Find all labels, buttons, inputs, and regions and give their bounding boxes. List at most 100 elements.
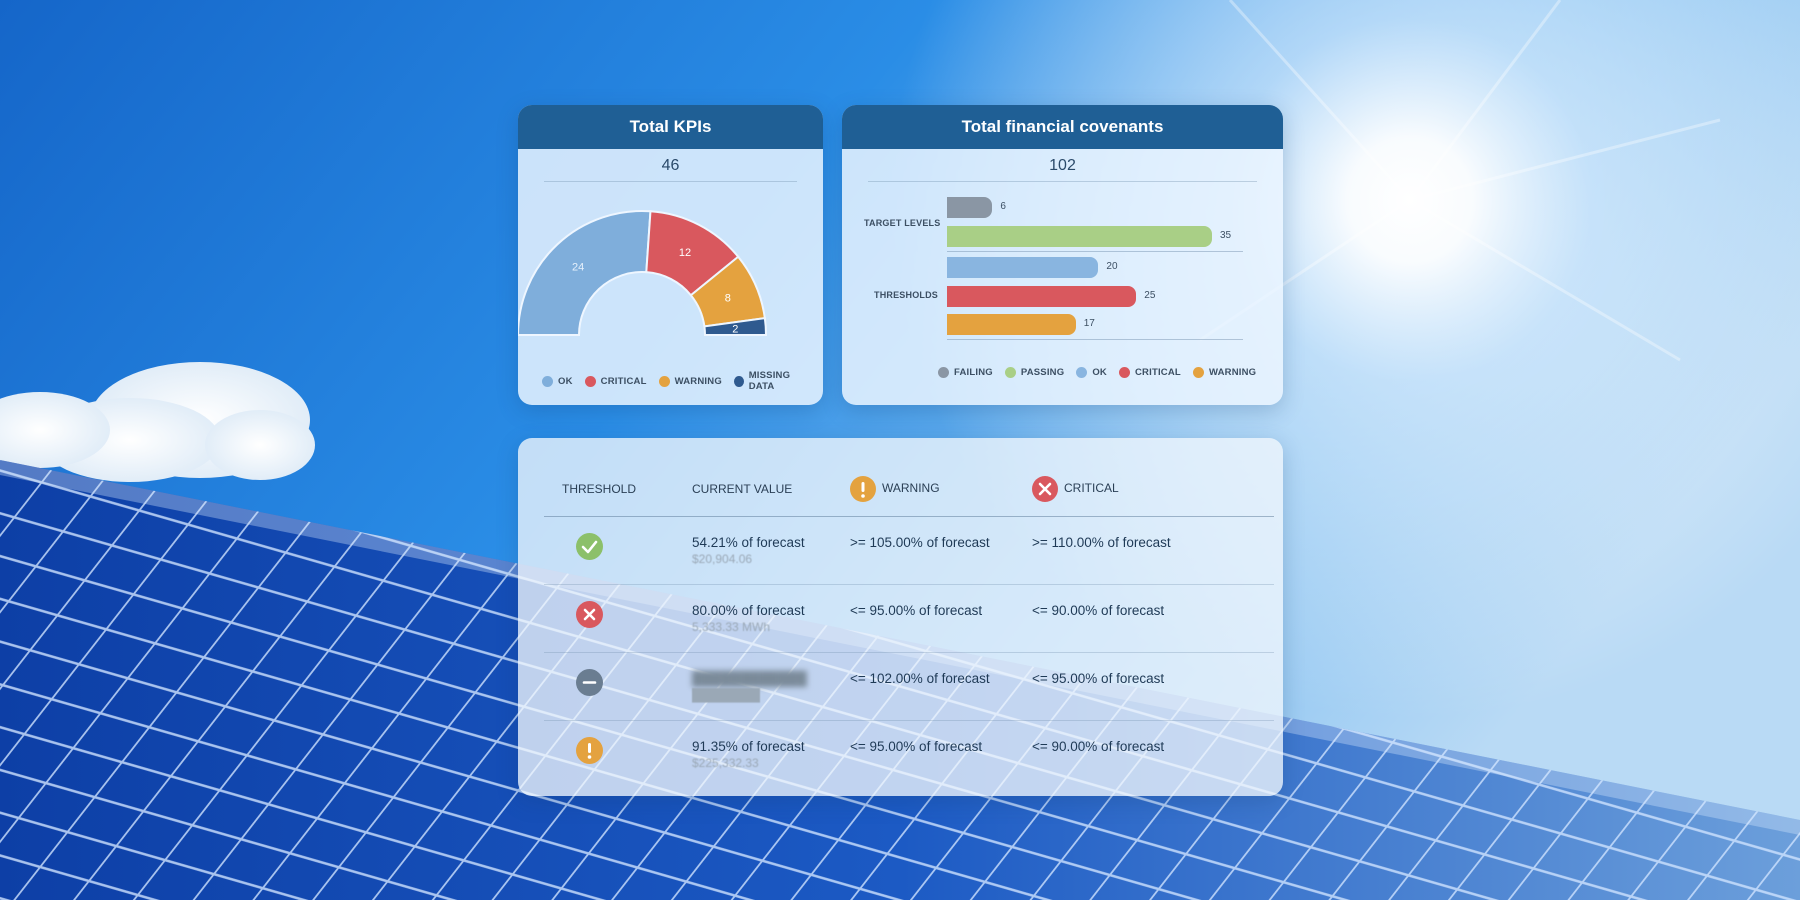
current-value-cell: 80.00% of forecast 5,333.33 MWh bbox=[674, 584, 832, 653]
critical-cell: <= 90.00% of forecast bbox=[1014, 584, 1274, 653]
current-value-primary: 91.35% of forecast bbox=[692, 739, 805, 754]
bar-thresholds-warning[interactable] bbox=[947, 314, 1076, 335]
legend-item-ok: OK bbox=[1076, 367, 1107, 378]
legend-label: CRITICAL bbox=[600, 375, 647, 387]
current-value-secondary: $20,904.06 bbox=[692, 552, 753, 566]
legend-swatch bbox=[1192, 367, 1204, 378]
warning-threshold: <= 102.00% of forecast bbox=[850, 671, 990, 686]
critical-x-icon bbox=[1032, 476, 1058, 502]
table-row[interactable]: 80.00% of forecast 5,333.33 MWh <= 95.00%… bbox=[544, 584, 1274, 653]
critical-cell: <= 90.00% of forecast bbox=[1014, 721, 1274, 789]
minus-icon bbox=[576, 669, 603, 696]
legend-swatch bbox=[1119, 367, 1130, 378]
legend-item-warning: WARNING bbox=[658, 375, 722, 387]
bar-value-label: 25 bbox=[1144, 290, 1156, 301]
critical-threshold: <= 95.00% of forecast bbox=[1032, 671, 1165, 686]
kpi-total: 46 bbox=[661, 157, 680, 174]
status-cell bbox=[544, 652, 674, 721]
current-value-redacted: ████████████ bbox=[692, 671, 807, 686]
kpi-legend: OK CRITICAL WARNING MISSING DATA bbox=[542, 370, 823, 392]
covenants-legend: FAILING PASSING OK CRITICAL WARNING bbox=[938, 367, 1268, 378]
legend-label: WARNING bbox=[1208, 367, 1257, 378]
status-cell bbox=[544, 516, 674, 585]
gauge-slice-ok[interactable] bbox=[518, 210, 652, 336]
kpi-card-title: Total KPIs bbox=[518, 105, 823, 149]
current-value-cell: 54.21% of forecast $20,904.06 bbox=[674, 516, 832, 585]
bar-thresholds-ok[interactable] bbox=[947, 257, 1099, 278]
legend-item-passing: PASSING bbox=[1004, 367, 1064, 378]
current-value-secondary: $225,332.33 bbox=[692, 756, 759, 770]
current-value-redacted-secondary: ████████ bbox=[692, 688, 761, 702]
critical-threshold: >= 110.00% of forecast bbox=[1032, 535, 1171, 550]
table-row[interactable]: 54.21% of forecast $20,904.06 >= 105.00% … bbox=[544, 516, 1274, 585]
covenants-total-divider bbox=[868, 181, 1257, 182]
gauge-value-label: 24 bbox=[572, 262, 584, 274]
legend-swatch bbox=[733, 375, 744, 387]
covenants-card: Total financial covenants 102 TARGET LEV… bbox=[842, 105, 1283, 405]
group-label-thresholds: THRESHOLDS bbox=[874, 290, 939, 300]
legend-label: OK bbox=[558, 375, 573, 387]
warning-threshold: >= 105.00% of forecast bbox=[850, 535, 990, 550]
legend-item-critical: CRITICAL bbox=[584, 375, 647, 387]
current-value-primary: 54.21% of forecast bbox=[692, 535, 805, 550]
group-label-target-levels: TARGET LEVELS bbox=[864, 218, 941, 228]
legend-label: WARNING bbox=[674, 375, 722, 387]
legend-swatch bbox=[1076, 367, 1088, 378]
legend-label: MISSING DATA bbox=[748, 370, 791, 392]
legend-swatch bbox=[1004, 367, 1016, 378]
legend-label: FAILING bbox=[954, 367, 993, 378]
bar-target-levels-passing[interactable] bbox=[947, 226, 1212, 247]
warning-cell: <= 102.00% of forecast bbox=[832, 652, 1014, 721]
bar-value-label: 6 bbox=[1000, 201, 1006, 212]
check-icon bbox=[576, 533, 603, 560]
gauge-value-label: 2 bbox=[732, 324, 738, 336]
header-warning: WARNING bbox=[832, 462, 1014, 517]
bar-thresholds-critical[interactable] bbox=[947, 286, 1137, 307]
legend-item-failing: FAILING bbox=[938, 367, 993, 378]
critical-cell: <= 95.00% of forecast bbox=[1014, 652, 1274, 721]
legend-item-missing-data: MISSING DATA bbox=[733, 370, 811, 392]
status-cell bbox=[544, 721, 674, 789]
critical-cell: >= 110.00% of forecast bbox=[1014, 516, 1274, 585]
header-current-value: CURRENT VALUE bbox=[674, 462, 832, 517]
warning-cell: >= 105.00% of forecast bbox=[832, 516, 1014, 585]
legend-swatch bbox=[542, 375, 553, 387]
bar-value-label: 35 bbox=[1220, 230, 1232, 241]
gauge-value-label: 12 bbox=[679, 247, 691, 259]
bar-target-levels-failing[interactable] bbox=[947, 197, 993, 218]
warning-cell: <= 95.00% of forecast bbox=[832, 584, 1014, 653]
current-value-cell: 91.35% of forecast $225,332.33 bbox=[674, 721, 832, 789]
table-row[interactable]: ████████████ ████████ <= 102.00% of forec… bbox=[544, 652, 1274, 721]
gauge-slice-missing-data[interactable] bbox=[703, 316, 768, 336]
header-threshold-label: THRESHOLD bbox=[562, 482, 637, 496]
header-current-value-label: CURRENT VALUE bbox=[692, 482, 793, 496]
legend-swatch bbox=[584, 375, 596, 387]
legend-label: OK bbox=[1092, 367, 1107, 378]
covenants-total: 102 bbox=[1049, 157, 1076, 174]
bar-value-label: 17 bbox=[1083, 318, 1095, 329]
covenants-card-title: Total financial covenants bbox=[842, 105, 1283, 149]
header-critical-label: CRITICAL bbox=[1064, 481, 1119, 496]
critical-threshold: <= 90.00% of forecast bbox=[1032, 603, 1165, 618]
bar-value-label: 20 bbox=[1106, 261, 1118, 272]
current-value-secondary: 5,333.33 MWh bbox=[692, 620, 771, 634]
current-value-cell: ████████████ ████████ bbox=[674, 652, 832, 721]
chart-bottom-rule bbox=[947, 339, 1243, 340]
kpi-total-divider bbox=[544, 181, 797, 182]
warning-icon bbox=[850, 476, 876, 502]
gauge-value-label: 8 bbox=[725, 293, 731, 305]
kpi-card: Total KPIs 46 24 12 8 2 OK CRITICAL WARNING MI… bbox=[518, 105, 823, 405]
legend-item-ok: OK bbox=[542, 375, 573, 387]
table-row[interactable]: 91.35% of forecast $225,332.33 <= 95.00% … bbox=[544, 721, 1274, 789]
warning-cell: <= 95.00% of forecast bbox=[832, 721, 1014, 789]
warning-threshold: <= 95.00% of forecast bbox=[850, 739, 983, 754]
kpi-gauge-chart: 24 12 8 2 bbox=[518, 210, 768, 336]
current-value-primary: 80.00% of forecast bbox=[692, 603, 805, 618]
legend-item-critical: CRITICAL bbox=[1119, 367, 1181, 378]
thresholds-table: THRESHOLD CURRENT VALUE WARNING CRITICAL… bbox=[544, 462, 1274, 788]
legend-swatch bbox=[938, 367, 949, 378]
x-icon bbox=[576, 601, 603, 628]
critical-threshold: <= 90.00% of forecast bbox=[1032, 739, 1165, 754]
header-threshold: THRESHOLD bbox=[544, 462, 674, 517]
thresholds-table-card: THRESHOLD CURRENT VALUE WARNING CRITICAL… bbox=[518, 438, 1283, 796]
